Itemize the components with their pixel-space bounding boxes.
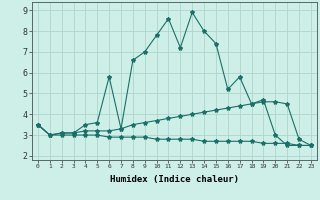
X-axis label: Humidex (Indice chaleur): Humidex (Indice chaleur) [110, 175, 239, 184]
